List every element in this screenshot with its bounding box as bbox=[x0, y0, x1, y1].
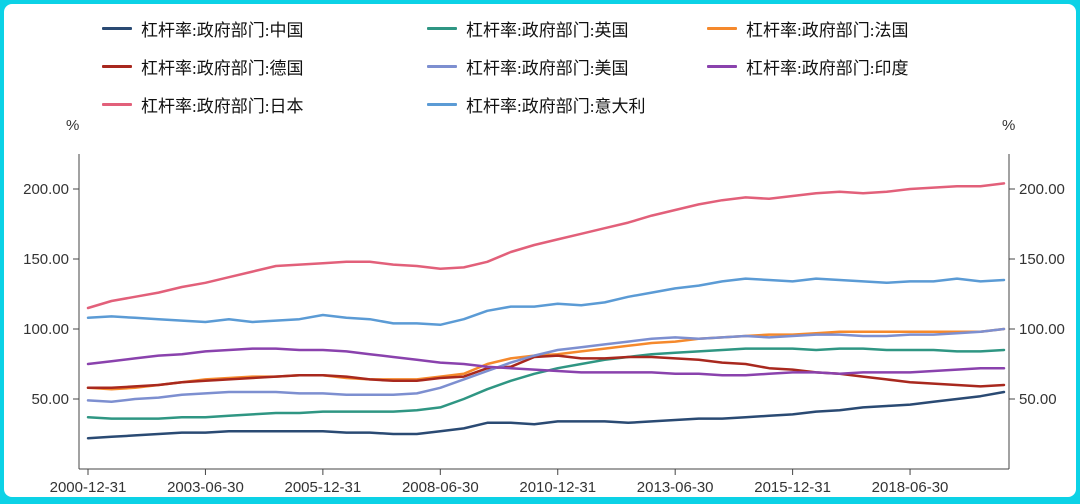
legend-label: 杠杆率:政府部门:印度 bbox=[746, 58, 909, 78]
legend-swatch bbox=[102, 26, 132, 30]
y-tick-label-left: 200.00 bbox=[23, 181, 69, 198]
y-tick-label-left: 100.00 bbox=[23, 321, 69, 338]
series-line bbox=[86, 347, 1006, 377]
legend-swatch bbox=[427, 102, 457, 106]
y-axis-unit-left: % bbox=[66, 117, 80, 134]
x-tick-label: 2005-12-31 bbox=[285, 479, 362, 496]
y-tick-label-left: 50.00 bbox=[31, 391, 69, 408]
legend-item: 杠杆率:政府部门:法国 bbox=[707, 16, 1007, 40]
legend-item: 杠杆率:政府部门:意大利 bbox=[427, 92, 707, 116]
legend-item: 杠杆率:政府部门:印度 bbox=[707, 54, 1007, 78]
legend-label: 杠杆率:政府部门:日本 bbox=[141, 96, 304, 116]
y-tick-label-right: 200.00 bbox=[1019, 181, 1065, 198]
series-line bbox=[86, 277, 1006, 327]
legend-swatch bbox=[427, 64, 457, 68]
legend-item: 杠杆率:政府部门:中国 bbox=[102, 16, 427, 40]
legend-label: 杠杆率:政府部门:意大利 bbox=[466, 96, 646, 116]
series-line bbox=[86, 327, 1006, 404]
legend-swatch bbox=[102, 64, 132, 68]
y-tick-label-left: 150.00 bbox=[23, 251, 69, 268]
legend-item: 杠杆率:政府部门:美国 bbox=[427, 54, 707, 78]
x-tick-label: 2018-06-30 bbox=[872, 479, 949, 496]
legend-swatch bbox=[427, 26, 457, 30]
x-tick-label: 2000-12-31 bbox=[50, 479, 127, 496]
legend-label: 杠杆率:政府部门:德国 bbox=[141, 58, 304, 78]
x-tick-label: 2013-06-30 bbox=[637, 479, 714, 496]
legend-swatch bbox=[707, 26, 737, 30]
y-tick-label-right: 150.00 bbox=[1019, 251, 1065, 268]
y-tick-label-right: 100.00 bbox=[1019, 321, 1065, 338]
chart-panel: 杠杆率:政府部门:中国 杠杆率:政府部门:英国 杠杆率:政府部门:法国 杠杆率:政府部… bbox=[4, 4, 1076, 497]
legend-label: 杠杆率:政府部门:英国 bbox=[466, 20, 629, 40]
legend-swatch bbox=[102, 102, 132, 106]
legend-swatch bbox=[707, 64, 737, 68]
x-tick-label: 2008-06-30 bbox=[402, 479, 479, 496]
line-chart: 50.00 50.00 100.00 100.00 150.00 150.00 200.00… bbox=[23, 154, 1065, 496]
x-tick-label: 2010-12-31 bbox=[519, 479, 596, 496]
y-axis-unit-right: % bbox=[1002, 117, 1016, 134]
legend-label: 杠杆率:政府部门:美国 bbox=[466, 58, 629, 78]
series-line bbox=[86, 390, 1006, 440]
series-line bbox=[86, 182, 1006, 310]
chart-legend: 杠杆率:政府部门:中国 杠杆率:政府部门:英国 杠杆率:政府部门:法国 杠杆率:政府部… bbox=[102, 16, 1007, 116]
series-line bbox=[86, 327, 1006, 391]
legend-label: 杠杆率:政府部门:法国 bbox=[746, 20, 909, 40]
legend-item: 杠杆率:政府部门:日本 bbox=[102, 92, 427, 116]
x-tick-label: 2015-12-31 bbox=[754, 479, 831, 496]
series-line bbox=[86, 354, 1006, 390]
y-tick-label-right: 50.00 bbox=[1019, 391, 1057, 408]
legend-label: 杠杆率:政府部门:中国 bbox=[141, 20, 304, 40]
legend-item: 杠杆率:政府部门:德国 bbox=[102, 54, 427, 78]
legend-item: 杠杆率:政府部门:英国 bbox=[427, 16, 707, 40]
x-tick-label: 2003-06-30 bbox=[167, 479, 244, 496]
